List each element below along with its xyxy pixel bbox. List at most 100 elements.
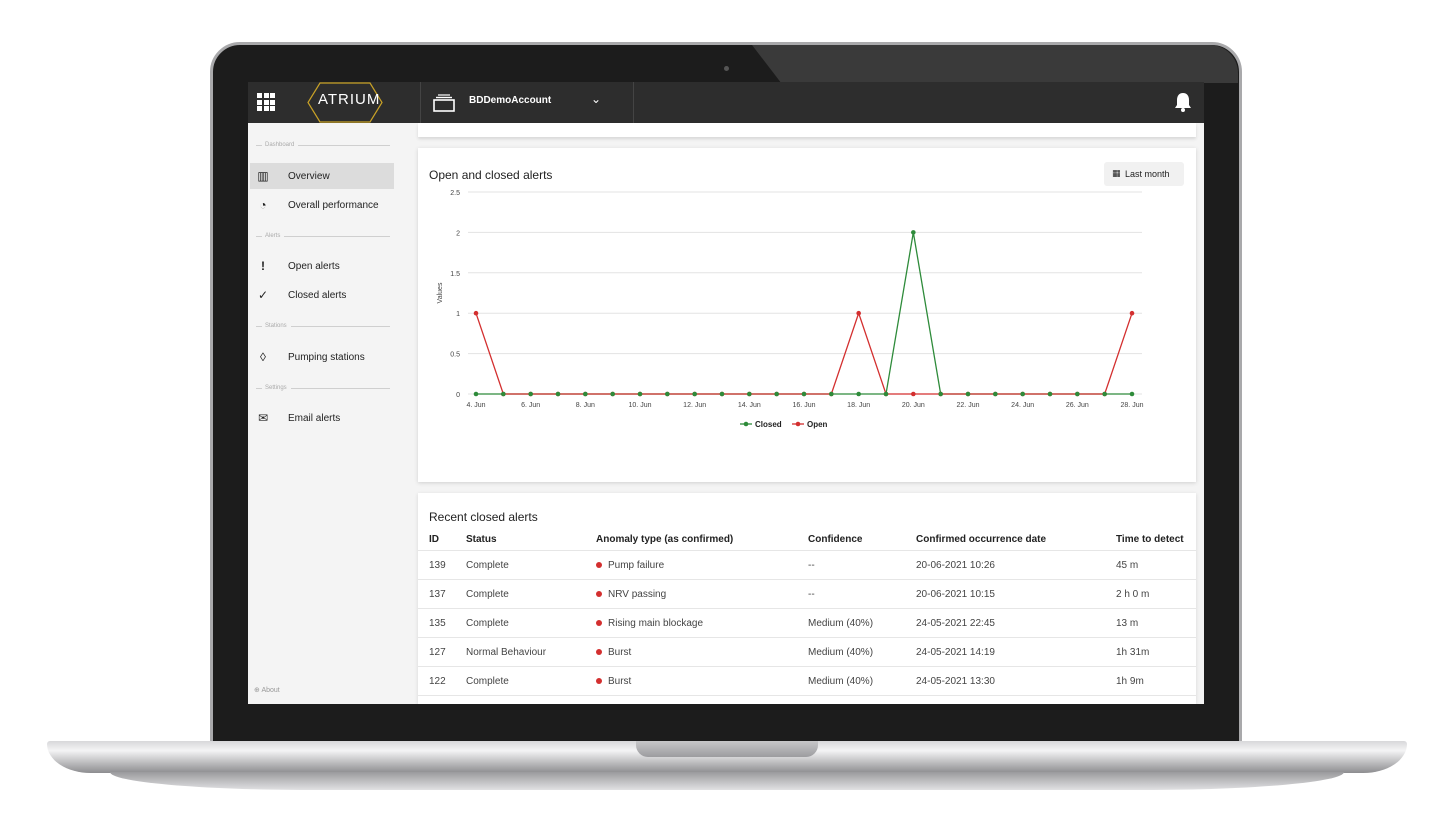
- about-link[interactable]: ⊕ About: [254, 686, 280, 694]
- cell-id: 135: [418, 608, 466, 638]
- cell-anomaly-type: Burst: [596, 666, 808, 696]
- y-axis-label: Values: [437, 282, 444, 303]
- sidebar-item-overall-performance[interactable]: ◔ Overall performance: [250, 192, 394, 218]
- cell-status: Complete: [466, 550, 596, 580]
- table-title: Recent closed alerts: [429, 510, 538, 524]
- data-point-closed: [883, 391, 889, 397]
- cell-confidence: Medium (40%): [808, 608, 916, 638]
- status-dot-icon: [596, 677, 602, 684]
- x-tick-label: 8. Jun: [576, 402, 595, 409]
- x-tick-label: 4. Jun: [466, 402, 485, 409]
- y-tick-label: 2.5: [450, 190, 460, 197]
- webcam: [724, 66, 729, 71]
- cell-status: Complete: [466, 608, 596, 638]
- data-point-closed: [555, 391, 561, 397]
- data-point-closed: [965, 391, 971, 397]
- legend-marker-open: [795, 421, 801, 427]
- gauge-icon: ◔: [259, 198, 267, 212]
- cell-confidence: --: [808, 579, 916, 609]
- sidebar-item-pumping-stations[interactable]: ◊ Pumping stations: [250, 344, 394, 370]
- legend-label-closed: Closed: [755, 420, 782, 429]
- chart-card: Open and closed alerts ▦ Last month 0 0.5…: [418, 148, 1196, 482]
- bell-icon[interactable]: [1172, 91, 1194, 113]
- y-tick-label: 0.5: [450, 352, 460, 359]
- cell-id: 127: [418, 637, 466, 667]
- sidebar-item-overview[interactable]: ▥ Overview: [250, 163, 394, 189]
- section-dashboard: Dashboard: [256, 142, 390, 148]
- x-tick-label: 16. Jun: [793, 402, 816, 409]
- table-row[interactable]: 122 Complete Burst Medium (40%) 24-05-2021 1…: [418, 666, 1196, 696]
- cell-anomaly-type: Burst: [596, 637, 808, 667]
- table-row[interactable]: 137 Complete NRV passing -- 20-06-2021 10:15…: [418, 579, 1196, 609]
- table-row[interactable]: 135 Complete Rising main blockage Medium (4…: [418, 608, 1196, 638]
- data-point-closed: [665, 391, 670, 397]
- sidebar: Dashboard ▥ Overview ◔ Overall performan…: [248, 123, 398, 704]
- account-icon: [433, 94, 455, 112]
- cell-status: Complete: [466, 579, 596, 609]
- data-point-closed: [719, 391, 725, 397]
- cell-occurrence-date: 20-06-2021 10:15: [916, 579, 1116, 609]
- cell-time-to-detect: 13 m: [1116, 608, 1196, 638]
- sidebar-item-label: Open alerts: [288, 261, 340, 272]
- section-stations: Stations: [256, 323, 390, 329]
- cell-confidence: Medium (40%): [808, 666, 916, 696]
- x-tick-label: 26. Jun: [1066, 402, 1089, 409]
- app-grid-icon[interactable]: [257, 93, 275, 111]
- line-chart: 0 0.5 1 1.5 2 2.5 Values 4. Jun 6. Jun 8. Jun 10. …: [437, 190, 1144, 429]
- y-tick-label: 1.5: [450, 271, 460, 278]
- anomaly-type-label: Burst: [608, 675, 632, 687]
- data-point-closed: [993, 391, 998, 397]
- data-point-closed: [829, 391, 834, 397]
- column-header-occurrence-date: Confirmed occurrence date: [916, 528, 1116, 551]
- calendar-icon: ▦: [1112, 168, 1121, 178]
- cell-occurrence-date: 24-05-2021 14:19: [916, 637, 1116, 667]
- drop-icon: ◊: [260, 350, 266, 364]
- data-point-closed: [938, 391, 943, 397]
- status-dot-icon: [596, 590, 602, 597]
- table-row[interactable]: 127 Normal Behaviour Burst Medium (40%) 24-0…: [418, 637, 1196, 667]
- data-point-closed: [501, 391, 506, 397]
- account-selector[interactable]: BDDemoAccount ⌄: [420, 82, 634, 123]
- data-point-closed: [1020, 391, 1025, 397]
- date-range-button[interactable]: ▦ Last month: [1104, 162, 1184, 186]
- x-tick-label: 22. Jun: [957, 402, 980, 409]
- lid-reflection: [752, 45, 1238, 83]
- data-point-closed: [610, 391, 615, 397]
- sidebar-item-email-alerts[interactable]: ✉ Email alerts: [250, 405, 394, 431]
- sidebar-item-label: Closed alerts: [288, 290, 347, 301]
- status-dot-icon: [596, 561, 602, 568]
- cell-anomaly-type: NRV passing: [596, 579, 808, 609]
- exclamation-icon: !: [261, 259, 265, 273]
- anomaly-type-label: Burst: [608, 646, 632, 658]
- data-point-closed: [911, 230, 916, 235]
- data-point-open: [856, 310, 861, 316]
- data-point-closed: [637, 391, 643, 397]
- table-row[interactable]: 139 Complete Pump failure -- 20-06-2021 10:2…: [418, 550, 1196, 580]
- logo-text: ATRIUM: [318, 91, 381, 108]
- x-tick-label: 10. Jun: [629, 402, 652, 409]
- data-point-closed: [1047, 391, 1053, 397]
- anomaly-type-label: NRV passing: [608, 588, 667, 600]
- column-header-confidence: Confidence: [808, 528, 916, 551]
- legend-label-open: Open: [807, 420, 828, 429]
- cell-confidence: --: [808, 550, 916, 580]
- x-tick-label: 14. Jun: [738, 402, 761, 409]
- section-alerts: Alerts: [256, 233, 390, 239]
- cell-occurrence-date: 24-05-2021 13:30: [916, 666, 1116, 696]
- cell-anomaly-type: Pump failure: [596, 550, 808, 580]
- data-point-closed: [583, 391, 588, 397]
- x-tick-label: 6. Jun: [521, 402, 540, 409]
- sidebar-item-closed-alerts[interactable]: ✓ Closed alerts: [250, 282, 394, 308]
- x-tick-label: 28. Jun: [1121, 402, 1144, 409]
- laptop-notch: [636, 741, 818, 757]
- sidebar-item-label: Overview: [288, 171, 330, 182]
- anomaly-type-label: Pump failure: [608, 559, 665, 571]
- data-point-open: [1129, 310, 1135, 316]
- sidebar-item-open-alerts[interactable]: ! Open alerts: [250, 253, 394, 279]
- info-icon: ⊕: [254, 687, 260, 694]
- app-screen: ATRIUM BDDemoAccount ⌄ Dashboard ▥ Overv…: [248, 82, 1204, 704]
- atrium-logo[interactable]: ATRIUM: [306, 82, 384, 123]
- date-range-label: Last month: [1125, 169, 1170, 179]
- data-point-closed: [1129, 391, 1135, 397]
- y-tick-label: 0: [456, 392, 460, 399]
